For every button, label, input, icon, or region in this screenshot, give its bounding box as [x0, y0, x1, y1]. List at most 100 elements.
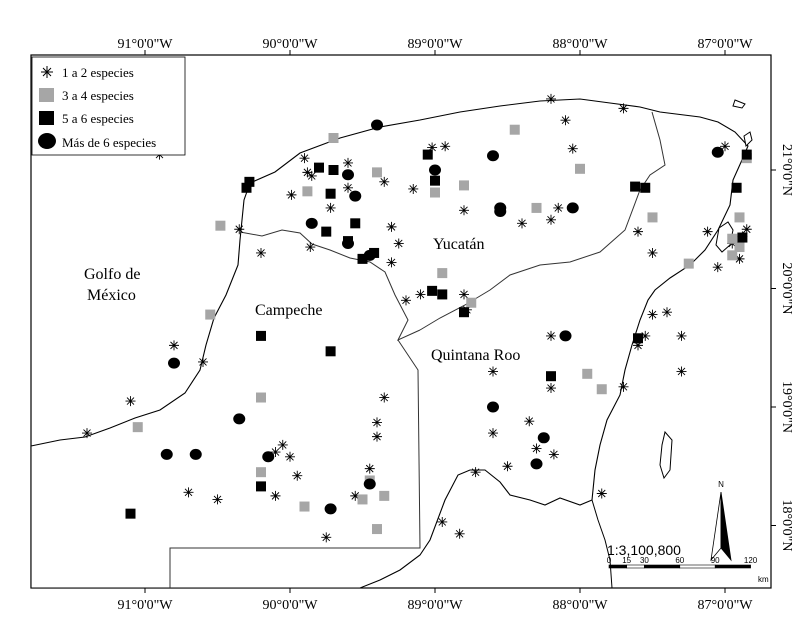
site-black-square-marker: [325, 188, 336, 199]
scale-segment: [644, 564, 681, 569]
site-black-square-marker: [640, 182, 651, 193]
scale-segment: [626, 564, 645, 569]
lon-label-bottom-90: 90°0'0"W: [262, 598, 318, 613]
site-star-marker: [270, 490, 281, 501]
site-star-marker: [741, 224, 752, 235]
site-circle-marker: [530, 458, 543, 470]
belize-coast: [591, 499, 613, 589]
site-circle-marker: [429, 164, 441, 176]
site-star-marker: [285, 451, 295, 462]
site-star-marker: [720, 141, 730, 152]
site-star-marker: [350, 490, 361, 501]
site-circle-marker: [305, 217, 318, 229]
scale-bar: 1:3,100,800 0 15 30 60 90 120 km: [607, 542, 769, 584]
site-star-marker: [408, 183, 419, 194]
site-star-marker: [676, 330, 687, 341]
site-grey-square-marker: [575, 163, 585, 174]
site-star-marker: [427, 142, 438, 153]
site-star-marker: [305, 242, 316, 253]
scale-tick-label: 30: [640, 556, 649, 565]
site-black-square-marker: [244, 176, 255, 187]
site-star-marker: [286, 189, 297, 200]
scale-tick-label: 90: [711, 556, 720, 565]
legend-black-symbol: [39, 111, 54, 125]
lon-label-top-87: 87°0'0"W: [697, 37, 753, 52]
site-circle-marker: [189, 448, 202, 460]
collection-sites: [82, 93, 752, 543]
site-star-marker: [270, 447, 281, 458]
isla-holbox: [732, 99, 746, 109]
site-circle-marker: [233, 413, 246, 425]
site-star-marker: [198, 356, 208, 367]
site-star-marker: [169, 340, 179, 351]
site-grey-square-marker: [132, 422, 143, 433]
site-star-marker: [386, 221, 397, 232]
site-star-marker: [470, 467, 481, 478]
site-star-marker: [292, 470, 303, 481]
site-black-square-marker: [546, 371, 556, 382]
site-star-marker: [379, 176, 390, 187]
site-star-marker: [125, 396, 136, 407]
site-star-marker: [734, 253, 745, 264]
site-star-marker: [712, 262, 723, 273]
legend-label-black: 5 a 6 especies: [62, 111, 134, 126]
site-star-marker: [662, 307, 672, 318]
isla-mujeres: [743, 131, 753, 148]
cozumel-island: [715, 221, 734, 253]
bottom-longitude-labels: 91°0'0"W 90°0'0"W 89°0'0"W 88°0'0"W 87°0…: [117, 598, 753, 613]
lon-label-bottom-89: 89°0'0"W: [407, 598, 463, 613]
site-circle-marker: [324, 503, 337, 515]
site-circle-marker: [371, 119, 383, 131]
site-circle-marker: [487, 150, 499, 162]
site-grey-square-marker: [459, 180, 469, 191]
site-star-marker: [647, 309, 658, 320]
scale-segment: [679, 564, 716, 569]
site-star-marker: [302, 167, 313, 178]
site-star-marker: [640, 330, 651, 341]
site-star-marker: [321, 532, 332, 543]
site-black-square-marker: [737, 232, 748, 243]
gulf-label-line2: México: [87, 287, 136, 304]
site-black-square-marker: [422, 149, 433, 160]
peninsula-coastline: [30, 98, 749, 589]
site-black-square-marker: [459, 307, 469, 318]
right-latitude-labels: 21°0'0"N 20°0'0"N 19°0'0"N 18°0'0"N: [779, 144, 794, 551]
scale-tick-label: 120: [744, 556, 758, 565]
lat-label-19: 19°0'0"N: [779, 381, 794, 433]
legend-circle-symbol: [38, 133, 56, 149]
site-grey-square-marker: [531, 202, 542, 213]
site-star-marker: [183, 487, 194, 498]
site-black-square-marker: [430, 175, 440, 186]
lon-label-top-89: 89°0'0"W: [407, 37, 463, 52]
site-star-marker: [379, 392, 390, 403]
site-black-square-marker: [437, 289, 448, 300]
site-grey-square-marker: [727, 250, 738, 261]
site-circle-marker: [537, 432, 550, 444]
legend-grey-symbol: [39, 88, 54, 102]
site-grey-square-marker: [205, 309, 216, 320]
quintana-roo-label: Quintana Roo: [431, 347, 520, 364]
north-label: N: [718, 480, 724, 489]
site-circle-marker: [168, 357, 180, 369]
site-star-marker: [364, 463, 375, 474]
site-black-square-marker: [321, 226, 332, 237]
legend-label-circle: Más de 6 especies: [62, 135, 156, 150]
site-grey-square-marker: [357, 494, 368, 505]
site-star-marker: [372, 417, 382, 428]
site-star-marker: [393, 238, 404, 249]
site-grey-square-marker: [466, 297, 477, 308]
scale-segment: [714, 564, 751, 569]
frame-ticks: [144, 50, 776, 593]
site-star-marker: [546, 383, 556, 394]
site-circle-marker: [559, 330, 572, 342]
lat-label-21: 21°0'0"N: [779, 144, 794, 196]
gulf-label-line1: Golfo de: [84, 266, 140, 283]
site-grey-square-marker: [372, 167, 382, 178]
north-arrow: N: [710, 480, 732, 562]
site-star-marker: [386, 257, 397, 268]
site-black-square-marker: [350, 218, 361, 229]
site-star-marker: [633, 226, 643, 237]
lon-label-top-90: 90°0'0"W: [262, 37, 318, 52]
